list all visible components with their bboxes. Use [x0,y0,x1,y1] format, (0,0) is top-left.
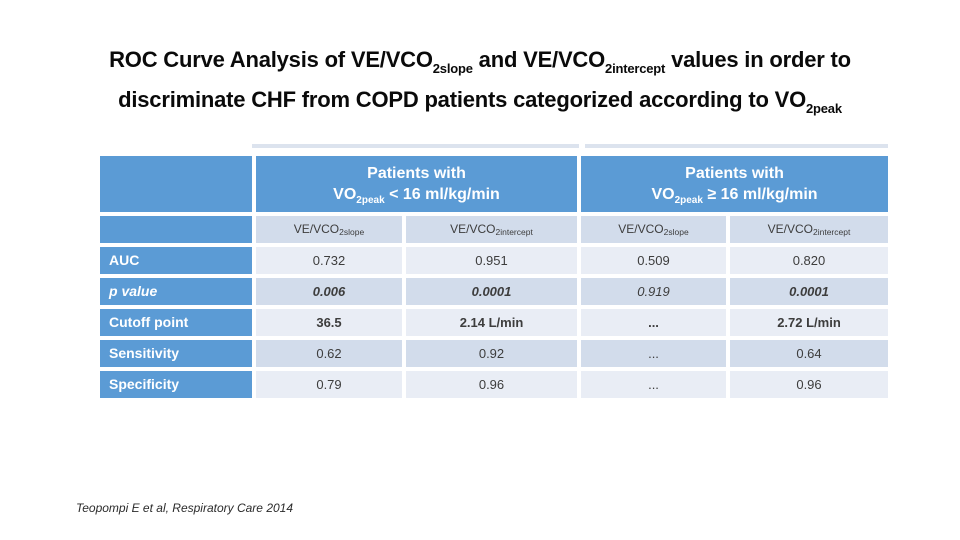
corner-cell [100,156,252,212]
data-cell-pvalue-4: 0.0001 [730,278,888,305]
colheader-subscript: 2intercept [813,227,851,237]
row-label-specificity: Specificity [100,371,252,398]
data-cell-specificity-1: 0.79 [256,371,402,398]
title-line-2: discriminate CHF from COPD patients cate… [0,84,960,124]
row-label-auc: AUC [100,247,252,274]
row-label-cutoff-point: Cutoff point [100,309,252,336]
table-top-border-left [252,144,579,148]
group-header-line1: Patients with [367,165,466,182]
data-cell-sensitivity-2: 0.92 [406,340,577,367]
data-cell-pvalue-2: 0.0001 [406,278,577,305]
title-text: ROC Curve Analysis of VE/VCO [109,47,433,72]
data-cell-auc-3: 0.509 [581,247,726,274]
column-header-slope-2: VE/VCO2slope [581,216,726,243]
data-cell-auc-4: 0.820 [730,247,888,274]
group-header-line1: Patients with [685,165,784,182]
group-header-line2: VO2peak ≥ 16 ml/kg/min [651,186,818,206]
title-line-1: ROC Curve Analysis of VE/VCO2slope and V… [0,44,960,84]
subheader-label-cell [100,216,252,243]
colheader-subscript: 2slope [663,227,689,237]
group-header-high-vo2peak: Patients with VO2peak ≥ 16 ml/kg/min [581,156,888,212]
title-subscript-intercept: 2intercept [605,61,666,76]
title-text: values in order to [665,47,851,72]
data-cell-sensitivity-4: 0.64 [730,340,888,367]
data-cell-cutoff-1: 36.5 [256,309,402,336]
vo2peak-subscript: 2peak [356,195,385,206]
data-cell-auc-1: 0.732 [256,247,402,274]
data-cell-cutoff-2: 2.14 L/min [406,309,577,336]
data-cell-cutoff-3: ... [581,309,726,336]
table-top-border-right [585,144,888,148]
data-cell-pvalue-3: 0.919 [581,278,726,305]
data-cell-specificity-2: 0.96 [406,371,577,398]
title-subscript-slope: 2slope [432,61,473,76]
colheader-subscript: 2slope [339,227,365,237]
row-label-sensitivity: Sensitivity [100,340,252,367]
citation: Teopompi E et al, Respiratory Care 2014 [76,501,294,515]
page-title: ROC Curve Analysis of VE/VCO2slope and V… [0,44,960,124]
data-cell-pvalue-1: 0.006 [256,278,402,305]
row-label-p-value: p value [100,278,252,305]
colheader-subscript: 2intercept [495,227,533,237]
group-header-low-vo2peak: Patients with VO2peak < 16 ml/kg/min [256,156,577,212]
group-header-line2: VO2peak < 16 ml/kg/min [333,186,500,206]
column-header-intercept-1: VE/VCO2intercept [406,216,577,243]
data-cell-specificity-4: 0.96 [730,371,888,398]
roc-analysis-table: Patients with VO2peak < 16 ml/kg/min Pat… [100,156,888,398]
data-cell-sensitivity-3: ... [581,340,726,367]
vo2peak-subscript: 2peak [674,195,703,206]
data-cell-sensitivity-1: 0.62 [256,340,402,367]
title-text: discriminate CHF from COPD patients cate… [118,87,806,112]
title-subscript-peak: 2peak [805,101,842,116]
data-cell-auc-2: 0.951 [406,247,577,274]
data-cell-specificity-3: ... [581,371,726,398]
column-header-intercept-2: VE/VCO2intercept [730,216,888,243]
data-cell-cutoff-4: 2.72 L/min [730,309,888,336]
title-text: and VE/VCO [472,47,606,72]
column-header-slope-1: VE/VCO2slope [256,216,402,243]
